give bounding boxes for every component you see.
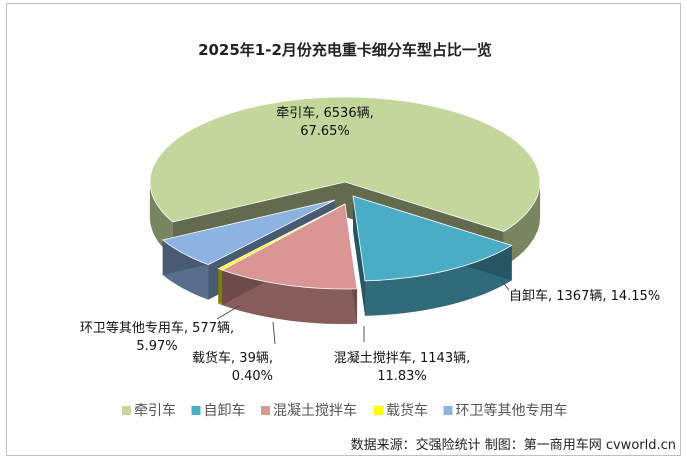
data-label-1: 自卸车, 1367辆, 14.15%: [509, 288, 660, 304]
legend-swatch-4: [443, 406, 453, 415]
data-label-name-value: 牵引车, 6536辆,: [276, 105, 373, 121]
data-label-percent: 0.40%: [232, 369, 273, 384]
legend-swatch-1: [191, 406, 201, 415]
slice-0: [149, 96, 541, 232]
label-leader-1: [500, 279, 510, 291]
data-label-percent: 5.97%: [136, 339, 177, 354]
data-label-name-value: 环卫等其他专用车, 577辆,: [80, 320, 234, 336]
data-label-name-value: 载货车, 39辆,: [192, 350, 273, 366]
label-leader-3: [272, 321, 276, 345]
data-label-name-value: 混凝土搅拌车, 1143辆,: [334, 350, 470, 366]
data-label-2: 混凝土搅拌车, 1143辆, 11.83%: [334, 350, 470, 384]
pie-chart: 2025年1-2月份充电重卡细分车型占比一览 牵引车, 6536辆, 67.65%…: [80, 41, 676, 453]
data-label-percent: 11.83%: [377, 369, 427, 384]
legend-label-1: 自卸车: [204, 402, 246, 419]
legend-label-2: 混凝土搅拌车: [273, 402, 357, 419]
legend-label-4: 环卫等其他专用车: [456, 402, 568, 419]
legend-label-3: 载货车: [386, 402, 428, 419]
data-label-3: 载货车, 39辆, 0.40%: [192, 350, 273, 384]
chart-frame: 2025年1-2月份充电重卡细分车型占比一览 牵引车, 6536辆, 67.65%…: [6, 3, 681, 456]
data-label-percent: 67.65%: [300, 124, 350, 139]
slice-3: [217, 203, 346, 271]
legend-swatch-2: [261, 406, 270, 415]
slice-1: [352, 195, 513, 282]
legend-swatch-0: [122, 406, 131, 415]
data-label-0: 牵引车, 6536辆, 67.65%: [276, 105, 373, 139]
legend-swatch-3: [374, 406, 383, 415]
data-label-4: 环卫等其他专用车, 577辆, 5.97%: [80, 320, 234, 354]
label-leader-4: [216, 305, 240, 320]
slice-cut-1-1: [353, 196, 366, 316]
legend-label-0: 牵引车: [134, 402, 176, 419]
slice-2: [221, 203, 358, 290]
source-note: 数据来源：交强险统计 制图：第一商用车网 cvworld.cn: [351, 437, 676, 453]
chart-title: 2025年1-2月份充电重卡细分车型占比一览: [198, 41, 492, 59]
slice-4: [161, 199, 336, 266]
